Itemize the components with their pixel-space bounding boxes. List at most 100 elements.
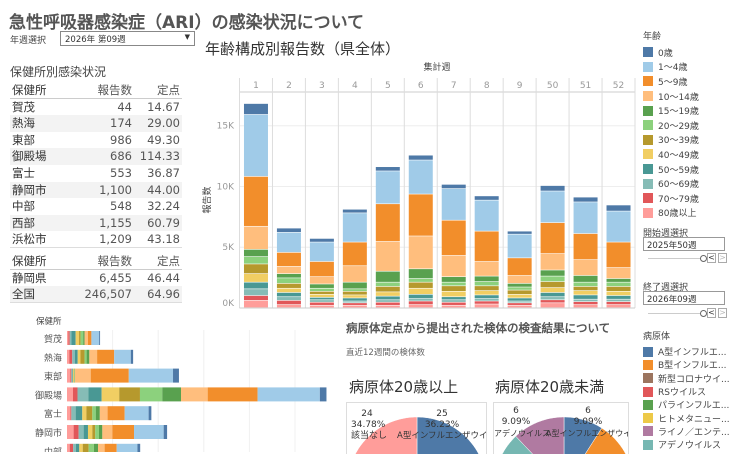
bar-segment: [507, 231, 532, 234]
col-header: 保健所: [12, 83, 47, 97]
bar-segment: [86, 349, 90, 364]
bar-segment: [573, 290, 598, 295]
cell-per_site: 43.18: [147, 232, 180, 247]
legend-item[interactable]: 80歳以上: [643, 206, 699, 221]
bar-segment: [507, 305, 532, 308]
bar-segment: [507, 287, 532, 290]
legend-item[interactable]: 5～9歳: [643, 74, 699, 89]
start-week-slider[interactable]: [648, 255, 707, 262]
bar-segment: [73, 443, 76, 452]
legend-item[interactable]: A型インフルエ...: [643, 345, 730, 358]
bar-segment: [107, 406, 125, 421]
bar-segment: [92, 406, 96, 421]
start-week-input[interactable]: 2025年50週: [643, 237, 725, 251]
pie-slice: [584, 427, 627, 454]
bar-segment: [99, 331, 101, 345]
table-row: 賀茂 44 14.67: [10, 99, 182, 116]
end-week-input[interactable]: 2026年09週: [643, 291, 725, 305]
legend-item[interactable]: 40～49歳: [643, 147, 699, 162]
bar-segment: [573, 259, 598, 276]
bar-segment: [276, 304, 301, 308]
legend-item[interactable]: 15～19歳: [643, 103, 699, 118]
bar-segment: [540, 276, 565, 282]
week-select-dropdown[interactable]: 2026年 第09週 ▼: [60, 31, 195, 46]
bar-segment: [441, 300, 466, 302]
legend-item[interactable]: 60～69歳: [643, 176, 699, 191]
bar-segment: [474, 261, 499, 276]
bar-segment: [84, 331, 88, 345]
bar-segment: [78, 425, 84, 439]
end-week-next-button[interactable]: >: [718, 308, 727, 318]
start-week-next-button[interactable]: >: [718, 253, 727, 263]
cell-name: 静岡市: [12, 182, 47, 197]
legend-item[interactable]: ヒトメタニュー...: [643, 411, 730, 425]
bar-segment: [408, 288, 433, 295]
slider-handle[interactable]: [700, 310, 707, 317]
legend-item[interactable]: 70～79歳: [643, 191, 699, 206]
bar-segment: [88, 443, 94, 452]
bar-segment: [309, 300, 334, 302]
legend-item[interactable]: 50～59歳: [643, 162, 699, 177]
bar-segment: [474, 298, 499, 301]
legend-swatch: [643, 426, 653, 437]
x-category-label: 50: [547, 81, 559, 91]
legend-item[interactable]: 30～39歳: [643, 133, 699, 148]
bar-segment: [474, 231, 499, 262]
end-week-slider[interactable]: [648, 310, 707, 317]
bar-segment: [276, 232, 301, 253]
pie-slice: [563, 416, 603, 454]
legend-item[interactable]: B型インフルエ...: [643, 358, 730, 371]
legend-item[interactable]: 10～14歳: [643, 89, 699, 104]
bar-segment: [71, 368, 73, 383]
bar-segment: [507, 301, 532, 303]
legend-swatch: [643, 346, 653, 357]
bar-segment: [148, 406, 152, 421]
bar-segment: [75, 406, 83, 421]
bar-segment: [573, 233, 598, 260]
end-week-prev-button[interactable]: <: [707, 308, 716, 318]
legend-item[interactable]: 0歳: [643, 45, 699, 60]
bar-segment: [507, 290, 532, 295]
bar-segment: [375, 305, 400, 308]
bar-segment: [606, 304, 631, 308]
legend-label: 50～59歳: [658, 165, 699, 176]
week-select-label: 年週選択: [10, 36, 47, 46]
legend-item[interactable]: 1～4歳: [643, 60, 699, 75]
legend-item[interactable]: 20～29歳: [643, 118, 699, 133]
table-header: 保健所 報告数 定点: [10, 82, 182, 99]
bar-segment: [573, 295, 598, 299]
legend-item[interactable]: RSウイルス: [643, 385, 730, 398]
bar-segment: [474, 301, 499, 304]
bar-segment: [474, 286, 499, 291]
bar-segment: [375, 171, 400, 204]
bar-segment: [90, 368, 129, 383]
bar-segment: [540, 287, 565, 293]
bar-segment: [112, 425, 135, 439]
bar-segment: [507, 283, 532, 287]
bar-segment: [70, 368, 72, 383]
bar-segment: [309, 284, 334, 288]
start-week-prev-button[interactable]: <: [707, 253, 716, 263]
bar-segment: [474, 304, 499, 308]
bar-segment: [573, 304, 598, 308]
x-category-label: 8: [484, 81, 490, 91]
bar-segment: [82, 443, 89, 452]
legend-item[interactable]: パラインフルエ...: [643, 398, 730, 411]
bar-segment: [606, 301, 631, 305]
cell-per_site: 49.30: [147, 132, 180, 147]
y-tick-label: 5K: [222, 243, 235, 253]
legend-item[interactable]: アデノウイルス: [643, 438, 730, 451]
cell-reports: 1,155: [99, 215, 132, 230]
bar-segment: [88, 387, 102, 402]
bar-segment: [342, 209, 367, 213]
bar-segment: [342, 303, 367, 305]
legend-item[interactable]: ライノ／エンテ...: [643, 425, 730, 438]
bar-segment: [342, 305, 367, 308]
x-category-label: 1: [253, 81, 259, 91]
table-row: 熱海 174 29.00: [10, 115, 182, 132]
slider-handle[interactable]: [700, 255, 707, 262]
bar-segment: [83, 331, 85, 345]
bar-segment: [309, 277, 334, 284]
legend-item[interactable]: 新型コロナウイ...: [643, 372, 730, 385]
legend-label: 5～9歳: [658, 77, 688, 88]
